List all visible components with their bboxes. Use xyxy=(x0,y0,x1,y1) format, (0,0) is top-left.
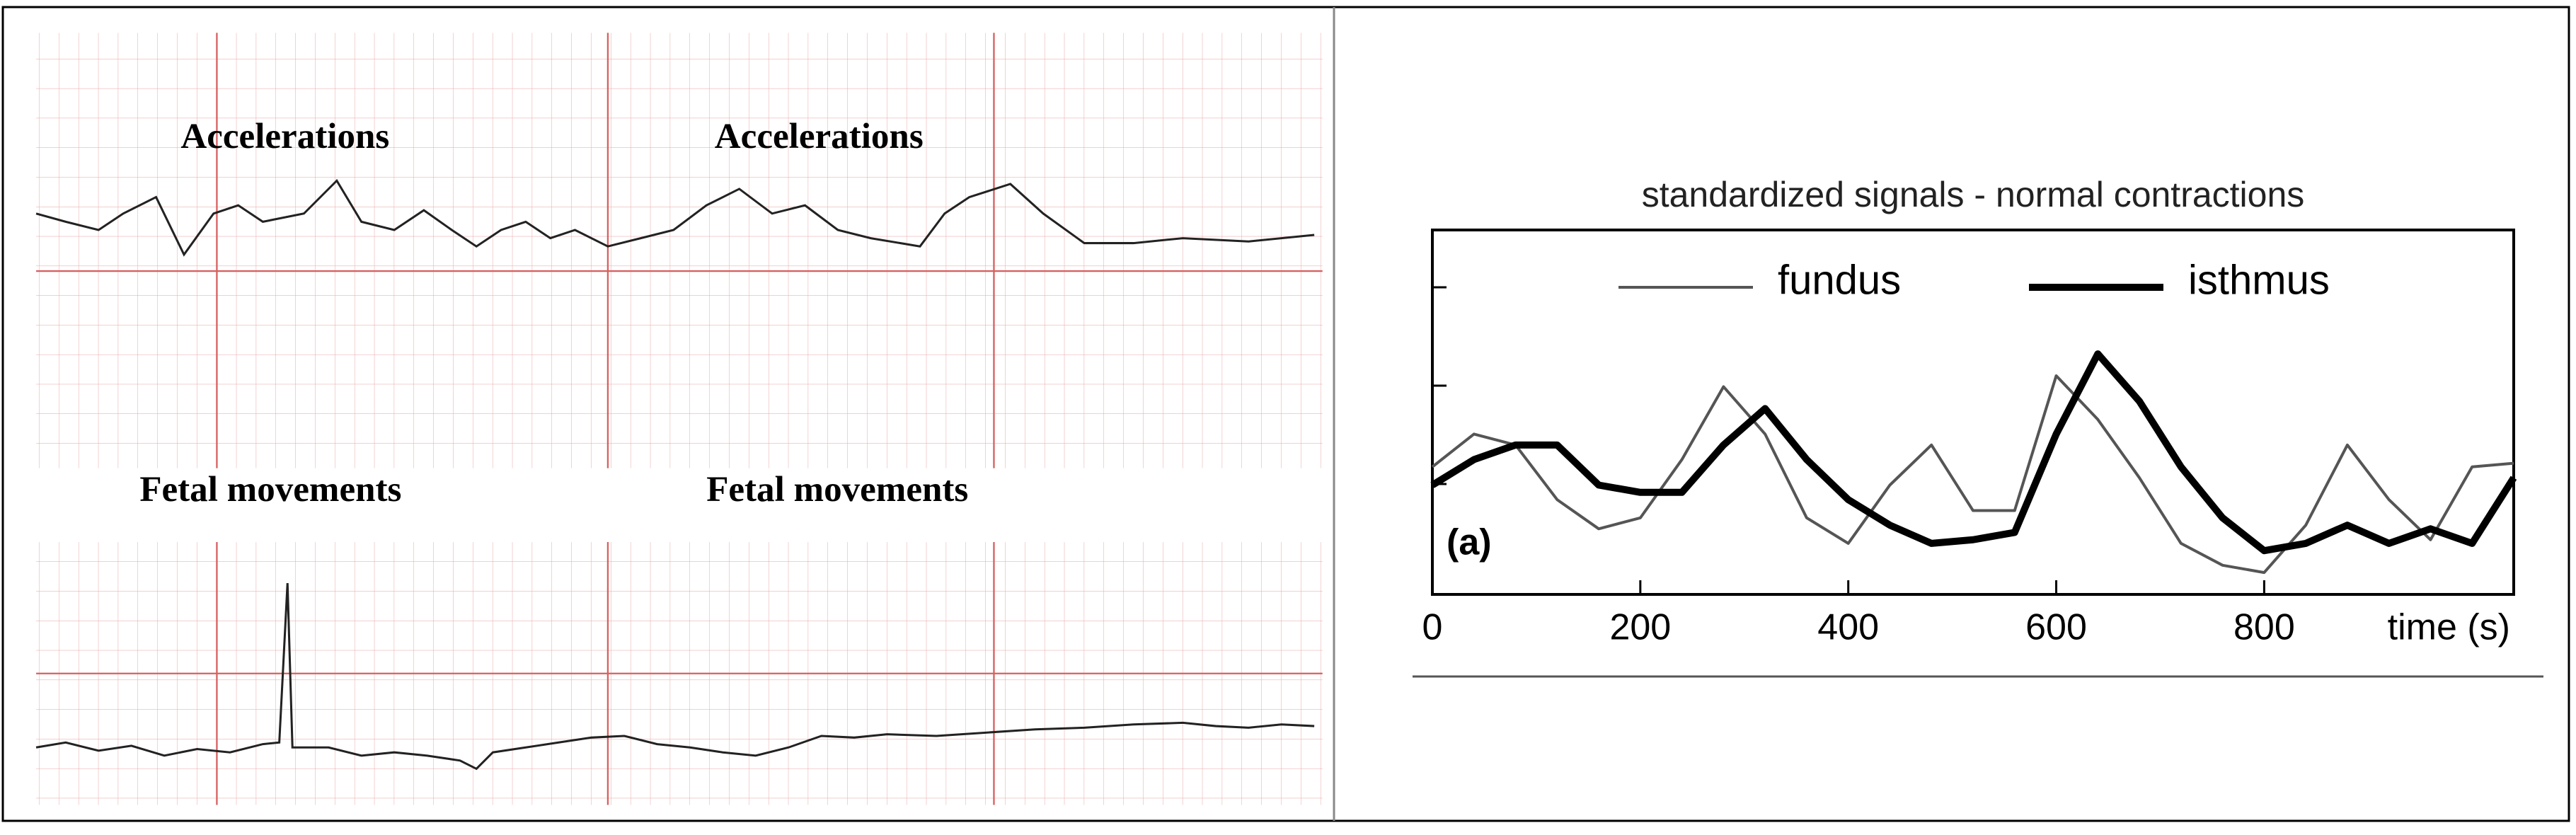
x-tick-label: 600 xyxy=(2025,607,2087,648)
ctg-label: Accelerations xyxy=(715,116,924,156)
plot-frame xyxy=(1431,229,2515,596)
x-tick-label: 400 xyxy=(1817,607,1879,648)
y-axis-marks xyxy=(1432,286,1447,485)
annotation: (a) xyxy=(1447,522,1492,563)
legend-label: isthmus xyxy=(2188,257,2330,303)
fhr-trace xyxy=(35,178,1315,257)
major-lines xyxy=(36,33,1323,805)
chart-title: standardized signals - normal contractio… xyxy=(1642,175,2305,214)
upper-grid xyxy=(36,33,1323,468)
series-line xyxy=(1431,374,2514,575)
ctg-label: Accelerations xyxy=(180,116,389,156)
x-tick-label: 800 xyxy=(2233,607,2295,648)
series-line xyxy=(1430,350,2517,555)
frame xyxy=(1,6,2570,822)
ctg-label: Fetal movements xyxy=(706,469,968,509)
legend-label: fundus xyxy=(1778,257,1901,303)
x-axis-label: time (s) xyxy=(2388,607,2510,648)
x-tick-label: 0 xyxy=(1422,607,1443,648)
ctg-strip: Accelerations Accelerations Fetal moveme… xyxy=(35,33,1323,805)
ctg-label: Fetal movements xyxy=(139,469,401,509)
x-tick-label: 200 xyxy=(1609,607,1671,648)
toco-trace xyxy=(35,583,1315,771)
